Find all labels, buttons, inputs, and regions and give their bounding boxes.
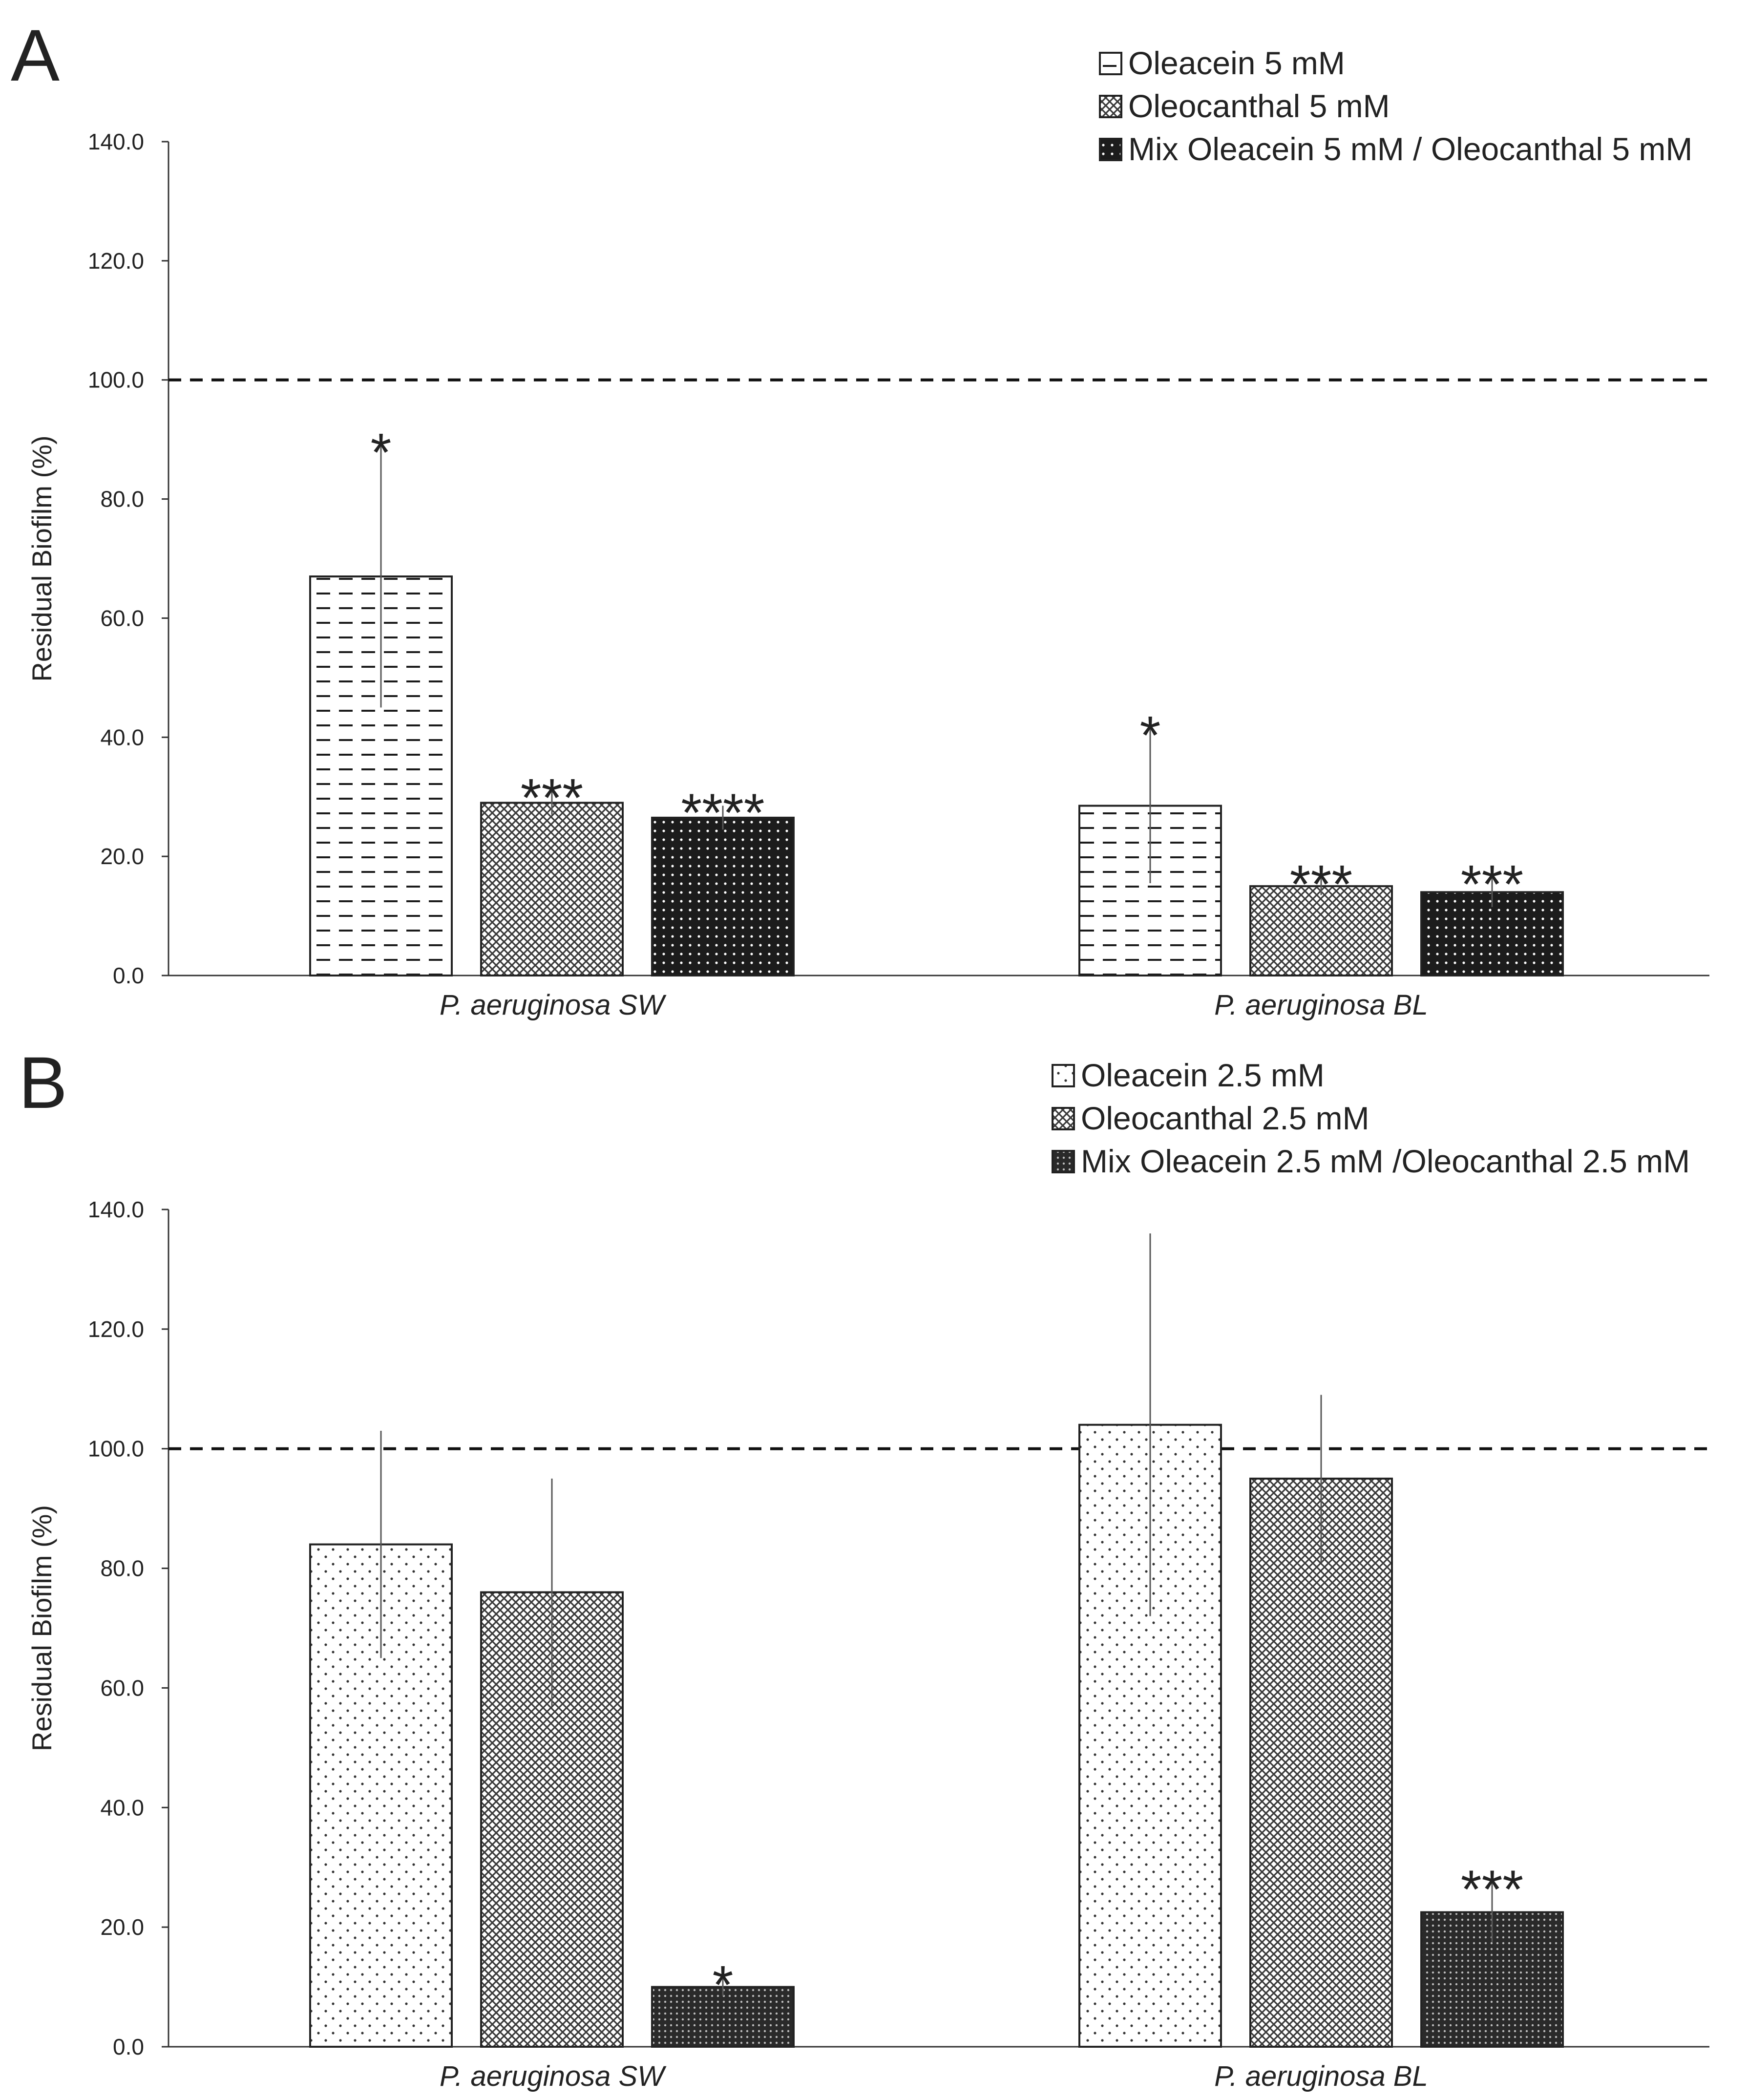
significance-panel-b-series-2-cat-1: *** xyxy=(1461,1859,1523,1919)
bar-panel-a-series-1-cat-1 xyxy=(1249,885,1393,977)
category-label-panel-b-0: P. aeruginosa SW xyxy=(440,2060,667,2092)
category-label-panel-a-1: P. aeruginosa BL xyxy=(1214,989,1428,1021)
legend-swatch-mix-2-5mm xyxy=(1052,1150,1075,1173)
legend-swatch-oleacein-2-5mm xyxy=(1052,1064,1075,1087)
y-tick-label: 20.0 xyxy=(100,844,144,869)
y-tick-label: 0.0 xyxy=(113,963,144,988)
significance-panel-a-series-0-cat-0: * xyxy=(371,423,392,483)
panel-a: A Oleacein 5 mM Oleocanthal 5 mM Mix Ole… xyxy=(11,14,1709,1021)
y-tick-label: 0.0 xyxy=(113,2034,144,2059)
legend-swatch-oleacein-5mm xyxy=(1099,52,1122,75)
y-tick-label: 80.0 xyxy=(100,487,144,512)
legend-label-oleacein-5mm: Oleacein 5 mM xyxy=(1128,45,1345,81)
significance-panel-a-series-0-cat-1: * xyxy=(1140,705,1161,765)
y-tick-label: 120.0 xyxy=(88,248,144,274)
significance-panel-a-series-1-cat-0: *** xyxy=(521,768,583,828)
y-tick-label: 60.0 xyxy=(100,605,144,631)
legend-swatch-oleocanthal-2-5mm xyxy=(1052,1107,1075,1130)
y-tick-label: 120.0 xyxy=(88,1316,144,1342)
panel-a-plot: 0.0 20.0 40.0 60.0 80.0 100.0 120.0 140.0 Residu… xyxy=(26,129,1709,1021)
y-tick-label: 60.0 xyxy=(100,1675,144,1700)
legend-label-mix-5mm: Mix Oleacein 5 mM / Oleocanthal 5 mM xyxy=(1128,131,1692,167)
bar-panel-a-series-1-cat-0 xyxy=(480,802,624,976)
category-label-panel-a-0: P. aeruginosa SW xyxy=(440,989,667,1021)
y-tick-label: 140.0 xyxy=(88,129,144,154)
y-tick-label: 40.0 xyxy=(100,724,144,750)
y-tick-label: 100.0 xyxy=(88,367,144,393)
y-tick-label: 20.0 xyxy=(100,1914,144,1940)
panel-b-legend: Oleacein 2.5 mM Oleocanthal 2.5 mM Mix O… xyxy=(1052,1057,1690,1179)
panel-a-label: A xyxy=(11,14,60,96)
legend-label-mix-2-5mm: Mix Oleacein 2.5 mM /Oleocanthal 2.5 mM xyxy=(1081,1143,1690,1179)
panel-b-label: B xyxy=(19,1041,67,1124)
y-tick-label: 100.0 xyxy=(88,1436,144,1462)
category-label-panel-b-1: P. aeruginosa BL xyxy=(1214,2060,1428,2092)
bar-panel-b-series-1-cat-1 xyxy=(1249,1477,1393,2048)
legend-swatch-oleocanthal-5mm xyxy=(1099,95,1122,118)
significance-panel-a-series-2-cat-1: *** xyxy=(1461,854,1523,914)
y-axis-title: Residual Biofilm (%) xyxy=(26,435,57,681)
bar-panel-b-series-2-cat-0 xyxy=(651,1986,795,2048)
panel-a-legend: Oleacein 5 mM Oleocanthal 5 mM Mix Oleac… xyxy=(1099,45,1692,167)
legend-label-oleocanthal-5mm: Oleocanthal 5 mM xyxy=(1128,88,1390,124)
y-tick-label: 40.0 xyxy=(100,1795,144,1820)
significance-panel-a-series-2-cat-0: **** xyxy=(681,783,764,843)
significance-panel-a-series-1-cat-1: *** xyxy=(1290,854,1352,914)
legend-label-oleacein-2-5mm: Oleacein 2.5 mM xyxy=(1081,1057,1325,1093)
significance-panel-b-series-2-cat-0: * xyxy=(713,1955,734,2015)
y-tick-label: 140.0 xyxy=(88,1197,144,1222)
panel-b-plot: 0.0 20.0 40.0 60.0 80.0 100.0 120.0 140.0 Residu… xyxy=(26,1197,1709,2092)
panel-b: B Oleacein 2.5 mM Oleocanthal 2.5 mM Mix… xyxy=(19,1041,1709,2092)
y-tick-label: 80.0 xyxy=(100,1556,144,1581)
legend-swatch-mix-5mm xyxy=(1099,138,1122,161)
legend-label-oleocanthal-2-5mm: Oleocanthal 2.5 mM xyxy=(1081,1100,1369,1136)
y-axis-title: Residual Biofilm (%) xyxy=(26,1505,57,1751)
